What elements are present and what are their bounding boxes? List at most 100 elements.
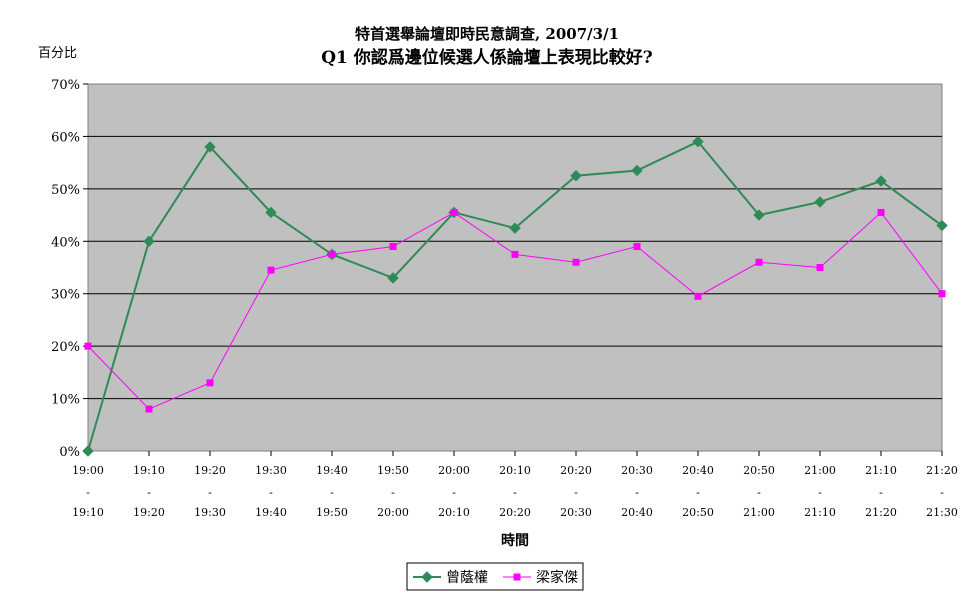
data-point xyxy=(82,445,94,457)
x-tick-label-start: 20:40 xyxy=(682,464,714,477)
x-tick-labels: 19:00 - 19:10 19:10 - 19:20 19:20 - 19:30 19:30 - 1… xyxy=(72,451,958,519)
x-tick-label-start: 20:50 xyxy=(743,464,775,477)
data-point xyxy=(694,292,702,300)
data-point xyxy=(265,206,277,219)
y-tick-label: 50% xyxy=(51,183,80,198)
x-tick-label-start: 19:40 xyxy=(316,464,348,477)
x-tick-label-start: 21:10 xyxy=(865,464,897,477)
x-tick-label-start: 20:10 xyxy=(499,464,531,477)
x-tick-label-end: 19:30 xyxy=(194,506,226,519)
x-tick-label-dash: - xyxy=(86,486,90,499)
x-tick-label-start: 20:30 xyxy=(621,464,653,477)
data-point xyxy=(509,222,521,234)
legend-items: 曾蔭權 梁家傑 xyxy=(413,569,578,586)
data-point xyxy=(267,266,275,274)
data-point xyxy=(875,175,887,187)
x-tick-label-end: 21:20 xyxy=(865,506,897,519)
x-tick-label-end: 21:00 xyxy=(743,506,775,519)
x-tick-label-dash: - xyxy=(147,486,151,499)
data-point xyxy=(389,243,397,251)
x-tick-label-end: 20:30 xyxy=(560,506,592,519)
data-point xyxy=(387,272,399,284)
x-tick-label-end: 20:40 xyxy=(621,506,653,519)
chart-subtitle: Q1 你認爲邊位候選人係論壇上表現比較好? xyxy=(321,47,653,68)
data-point xyxy=(755,258,763,266)
y-tick-labels: 0% 10% 20% 30% 40% 50% 60% 70% xyxy=(51,78,80,460)
x-tick-label-start: 19:10 xyxy=(133,464,165,477)
x-tick-label-dash: - xyxy=(757,486,761,499)
x-tick-label-dash: - xyxy=(391,486,395,499)
y-tick-label: 30% xyxy=(51,288,80,303)
y-tick-label: 0% xyxy=(59,445,80,460)
y-axis-label: 百分比 xyxy=(38,46,77,61)
legend-marker xyxy=(513,573,521,581)
x-tick-label-dash: - xyxy=(269,486,273,499)
x-tick-label-end: 21:10 xyxy=(804,506,836,519)
data-point xyxy=(143,235,155,247)
data-point xyxy=(633,243,641,251)
data-point xyxy=(84,342,92,350)
data-point xyxy=(814,196,826,208)
data-point xyxy=(570,170,582,182)
legend: 曾蔭權 梁家傑 xyxy=(406,562,584,591)
legend-item: 曾蔭權 xyxy=(413,570,488,586)
legend-label: 曾蔭權 xyxy=(446,570,488,586)
x-tick-label-end: 19:20 xyxy=(133,506,165,519)
plot-area xyxy=(87,83,943,452)
y-tick-label: 20% xyxy=(51,340,80,355)
y-tick-label: 60% xyxy=(51,130,80,145)
data-point xyxy=(145,405,153,413)
data-point xyxy=(572,258,580,266)
y-tick-label: 10% xyxy=(51,393,80,408)
y-tick-label: 70% xyxy=(51,78,80,93)
data-point xyxy=(816,264,824,271)
x-tick-label-end: 19:10 xyxy=(72,506,104,519)
legend-item: 梁家傑 xyxy=(503,569,578,586)
series-group xyxy=(82,135,948,457)
x-tick-label-start: 19:30 xyxy=(255,464,287,477)
x-tick-label-start: 20:00 xyxy=(438,464,470,477)
x-tick-label-start: 20:20 xyxy=(560,464,592,477)
y-tick-label: 40% xyxy=(51,235,80,250)
x-tick-label-start: 21:20 xyxy=(926,464,958,477)
x-tick-label-end: 21:30 xyxy=(926,506,958,519)
data-point xyxy=(631,164,643,177)
x-tick-label-end: 19:50 xyxy=(316,506,348,519)
x-tick-label-dash: - xyxy=(696,486,700,499)
data-point xyxy=(511,250,519,258)
x-tick-label-start: 21:00 xyxy=(804,464,836,477)
data-point xyxy=(936,219,948,232)
x-tick-label-end: 20:00 xyxy=(377,506,409,519)
x-tick-label-start: 19:50 xyxy=(377,464,409,477)
data-point xyxy=(938,290,946,298)
x-tick-label-end: 19:40 xyxy=(255,506,287,519)
data-point xyxy=(877,208,885,216)
x-tick-label-start: 19:00 xyxy=(72,464,104,477)
x-tick-label-dash: - xyxy=(818,486,822,499)
x-tick-label-end: 20:10 xyxy=(438,506,470,519)
series-2 xyxy=(84,208,946,413)
x-tick-label-dash: - xyxy=(513,486,517,499)
x-tick-label-dash: - xyxy=(940,486,944,499)
data-point xyxy=(204,141,216,153)
x-tick-label-dash: - xyxy=(330,486,334,499)
data-point xyxy=(692,135,704,148)
x-tick-label-end: 20:20 xyxy=(499,506,531,519)
legend-label: 梁家傑 xyxy=(536,569,578,586)
x-tick-label-start: 19:20 xyxy=(194,464,226,477)
legend-marker xyxy=(421,571,433,583)
x-tick-label-end: 20:50 xyxy=(682,506,714,519)
x-tick-label-dash: - xyxy=(574,486,578,499)
x-tick-label-dash: - xyxy=(452,486,456,499)
data-point xyxy=(206,379,214,387)
data-point xyxy=(328,250,336,258)
x-tick-label-dash: - xyxy=(208,486,212,499)
x-tick-label-dash: - xyxy=(635,486,639,499)
data-point xyxy=(753,209,765,221)
data-point xyxy=(450,208,458,216)
chart-title: 特首選舉論壇即時民意調查, 2007/3/1 xyxy=(355,25,619,43)
x-tick-label-dash: - xyxy=(879,486,883,499)
x-axis-label: 時間 xyxy=(501,532,529,549)
